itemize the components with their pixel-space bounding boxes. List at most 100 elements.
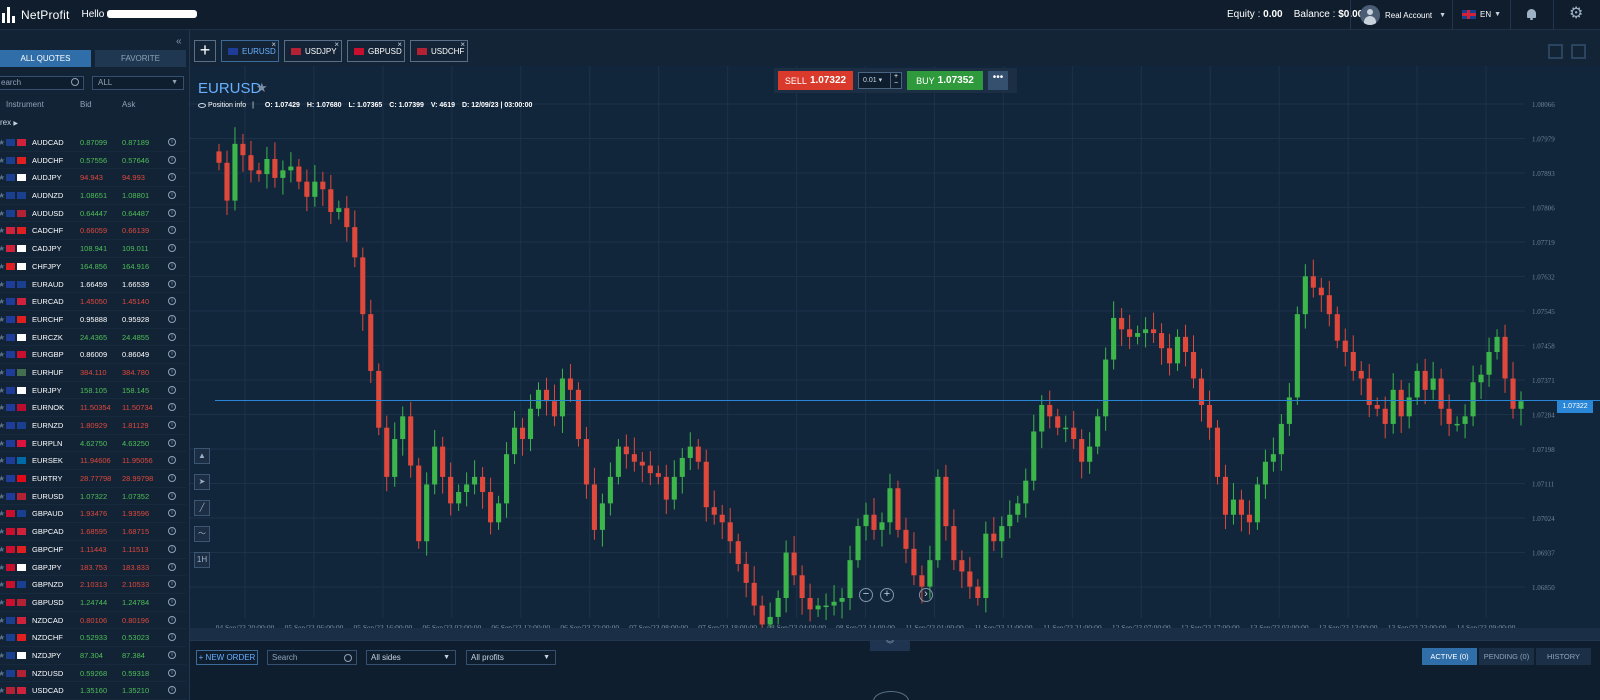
info-icon[interactable]: i xyxy=(168,615,176,624)
info-icon[interactable]: i xyxy=(168,456,176,465)
info-icon[interactable]: i xyxy=(168,332,176,341)
bell-icon[interactable] xyxy=(1526,9,1537,20)
info-icon[interactable]: i xyxy=(168,491,176,500)
quote-search-input[interactable]: earch xyxy=(0,76,84,90)
info-icon[interactable]: i xyxy=(168,279,176,288)
info-icon[interactable]: i xyxy=(168,155,176,164)
column-bid[interactable]: Bid xyxy=(80,100,92,109)
star-icon[interactable]: ★ xyxy=(0,191,5,200)
info-icon[interactable]: i xyxy=(168,261,176,270)
drag-handle[interactable] xyxy=(873,691,909,700)
star-icon[interactable]: ★ xyxy=(0,509,5,518)
star-icon[interactable]: ★ xyxy=(0,333,5,342)
star-icon[interactable]: ★ xyxy=(0,474,5,483)
star-icon[interactable]: ★ xyxy=(0,456,5,465)
eye-icon[interactable] xyxy=(198,102,206,108)
quote-row[interactable]: ★ CHFJPY 164.856 164.916 i xyxy=(0,258,186,276)
info-icon[interactable]: i xyxy=(168,297,176,306)
collapse-sidebar-icon[interactable]: « xyxy=(176,36,182,47)
language-selector[interactable]: EN ▼ xyxy=(1462,10,1501,19)
star-icon[interactable]: ★ xyxy=(0,297,5,306)
zoom-in-button[interactable]: + xyxy=(880,588,894,602)
category-select[interactable]: ALL ▼ xyxy=(92,76,184,90)
quote-row[interactable]: ★ AUDUSD 0.64447 0.64487 i xyxy=(0,205,186,223)
info-icon[interactable]: i xyxy=(168,580,176,589)
info-icon[interactable]: i xyxy=(168,509,176,518)
info-icon[interactable]: i xyxy=(168,314,176,323)
more-options-button[interactable]: ••• xyxy=(988,71,1008,90)
close-icon[interactable]: × xyxy=(334,40,339,49)
quote-row[interactable]: ★ GBPJPY 183.753 183.833 i xyxy=(0,559,186,577)
star-icon[interactable]: ★ xyxy=(0,527,5,536)
trendline-icon[interactable]: ╱ xyxy=(194,500,210,516)
chart-tab[interactable]: EURUSD × xyxy=(221,40,279,62)
star-icon[interactable]: ★ xyxy=(0,403,5,412)
info-icon[interactable]: i xyxy=(168,438,176,447)
star-icon[interactable]: ★ xyxy=(0,421,5,430)
info-icon[interactable]: i xyxy=(168,633,176,642)
chart-tab[interactable]: USDCHF × xyxy=(410,40,468,62)
stepper-buttons[interactable]: + − xyxy=(890,73,901,88)
quote-row[interactable]: ★ AUDCHF 0.57556 0.57646 i xyxy=(0,152,186,170)
quote-row[interactable]: ★ CADCHF 0.66059 0.66139 i xyxy=(0,222,186,241)
quote-row[interactable]: ★ GBPUSD 1.24744 1.24784 i xyxy=(0,594,186,612)
quote-row[interactable]: ★ EURHUF 384.110 384.780 i xyxy=(0,364,186,382)
column-instrument[interactable]: Instrument xyxy=(6,100,44,109)
star-icon[interactable]: ★ xyxy=(0,262,5,271)
account-menu[interactable]: Real Account ▼ xyxy=(1360,5,1446,25)
star-icon[interactable]: ★ xyxy=(0,563,5,572)
quote-row[interactable]: ★ NZDJPY 87.304 87.384 i xyxy=(0,647,186,665)
quote-row[interactable]: ★ GBPAUD 1.93476 1.93596 i xyxy=(0,505,186,524)
quote-row[interactable]: ★ EURCAD 1.45050 1.45140 i xyxy=(0,293,186,311)
info-icon[interactable]: i xyxy=(168,650,176,659)
add-chart-tab-button[interactable]: + xyxy=(194,40,216,62)
info-icon[interactable]: i xyxy=(168,191,176,200)
group-forex[interactable]: rex ▶ xyxy=(0,118,18,127)
star-icon[interactable]: ★ xyxy=(0,209,5,218)
gear-icon[interactable]: ⚙ xyxy=(1569,5,1584,22)
navigate-icon[interactable]: ➤ xyxy=(194,474,210,490)
chart-tab[interactable]: USDJPY × xyxy=(284,40,342,62)
star-icon[interactable]: ★ xyxy=(0,138,5,147)
quote-row[interactable]: ★ EURAUD 1.66459 1.66539 i xyxy=(0,276,186,294)
info-icon[interactable]: i xyxy=(168,367,176,376)
info-icon[interactable]: i xyxy=(168,208,176,217)
chart-tab[interactable]: GBPUSD × xyxy=(347,40,405,62)
quote-row[interactable]: ★ EURUSD 1.07322 1.07352 i xyxy=(0,488,186,506)
star-icon[interactable]: ★ xyxy=(0,156,5,165)
quote-row[interactable]: ★ EURSEK 11.94606 11.95056 i xyxy=(0,452,186,471)
info-icon[interactable]: i xyxy=(168,138,176,146)
timeframe-button[interactable]: 1H xyxy=(194,552,210,568)
orders-search-input[interactable]: Search xyxy=(267,650,357,665)
quote-row[interactable]: ★ GBPCAD 1.68595 1.68715 i xyxy=(0,523,186,541)
star-icon[interactable]: ★ xyxy=(0,368,5,377)
tab-all-quotes[interactable]: ALL QUOTES xyxy=(0,50,91,67)
quote-row[interactable]: ★ NZDCAD 0.80106 0.80196 i xyxy=(0,612,186,630)
price-chart[interactable]: 04 Sep/23 20:00:00 05 Sep/23 06:00:00 05 S… xyxy=(190,66,1600,632)
star-icon[interactable]: ★ xyxy=(0,669,5,678)
close-icon[interactable]: × xyxy=(460,40,465,49)
quote-row[interactable]: ★ USDCAD 1.35160 1.35210 i xyxy=(0,682,186,700)
tab-history[interactable]: HISTORY xyxy=(1536,648,1591,665)
tab-pending-orders[interactable]: PENDING (0) xyxy=(1479,648,1534,665)
quote-row[interactable]: ★ NZDUSD 0.59268 0.59318 i xyxy=(0,665,186,683)
quote-row[interactable]: ★ CADJPY 108.941 109.011 i xyxy=(0,240,186,258)
star-icon[interactable]: ★ xyxy=(0,244,5,253)
star-icon[interactable]: ★ xyxy=(0,280,5,289)
tab-favorite[interactable]: FAVORITE xyxy=(95,50,186,67)
area-chart-icon[interactable]: ▲ xyxy=(194,448,210,464)
star-icon[interactable]: ★ xyxy=(0,492,5,501)
info-icon[interactable]: i xyxy=(168,350,176,359)
quote-row[interactable]: ★ EURNOK 11.50354 11.50734 i xyxy=(0,399,186,417)
star-icon[interactable]: ★ xyxy=(0,651,5,660)
star-icon[interactable]: ★ xyxy=(0,616,5,625)
quote-row[interactable]: ★ EURTRY 28.77798 28.99798 i xyxy=(0,470,186,488)
favorite-star-icon[interactable]: ★ xyxy=(256,80,268,95)
star-icon[interactable]: ★ xyxy=(0,173,5,182)
quote-row[interactable]: ★ GBPCHF 1.11443 1.11513 i xyxy=(0,541,186,559)
quote-row[interactable]: ★ EURCHF 0.95888 0.95928 i xyxy=(0,311,186,329)
new-order-button[interactable]: + NEW ORDER xyxy=(196,650,258,665)
info-icon[interactable]: i xyxy=(168,385,176,394)
star-icon[interactable]: ★ xyxy=(0,598,5,607)
info-icon[interactable]: i xyxy=(168,403,176,412)
